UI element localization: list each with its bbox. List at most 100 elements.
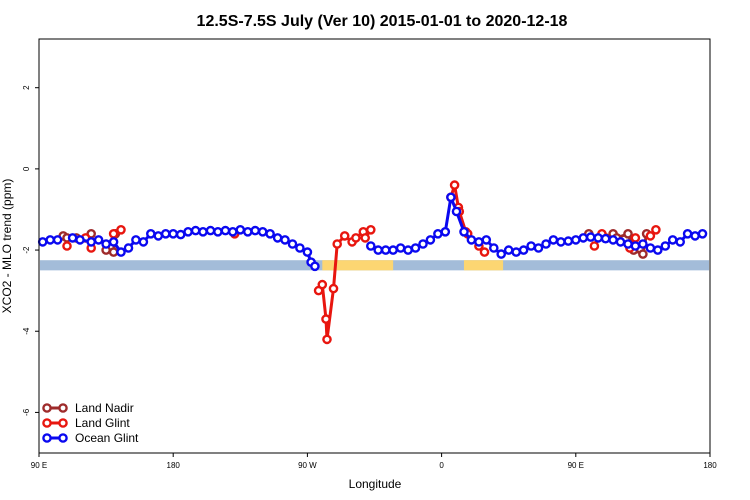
legend-item: Land Nadir (42, 401, 134, 415)
data-point (45, 235, 56, 245)
data-point (108, 228, 119, 239)
data-point (295, 243, 305, 253)
chart-title: 12.5S-7.5S July (Ver 10) 2015-01-01 to 2… (197, 13, 568, 30)
data-point (190, 225, 201, 236)
data-point (52, 235, 63, 245)
y-tick-label: 2 (22, 85, 31, 90)
data-point (395, 243, 406, 253)
y-tick-label: -6 (22, 408, 31, 416)
data-point (365, 241, 376, 251)
data-point (690, 231, 700, 241)
data-point (373, 245, 384, 255)
data-point (418, 239, 428, 249)
legend-marker (42, 403, 52, 413)
data-point (474, 237, 484, 247)
data-point (365, 224, 376, 235)
legend-label: Land Glint (75, 416, 130, 430)
legend-marker (58, 418, 68, 428)
data-point (322, 334, 332, 345)
series-ocean-glint (37, 192, 708, 272)
data-point (153, 231, 164, 241)
data-point (175, 229, 186, 240)
y-tick-label: -4 (22, 327, 31, 335)
data-point (667, 235, 678, 245)
data-point (332, 239, 343, 249)
data-point (280, 235, 290, 245)
data-point (250, 225, 260, 236)
data-point (585, 232, 596, 242)
plot-frame (38, 38, 711, 454)
data-point (380, 245, 391, 255)
legend-label: Ocean Glint (75, 431, 139, 445)
y-tick-label: -2 (22, 246, 31, 254)
y-axis-label: XCO2 - MLO trend (ppm) (0, 179, 14, 314)
data-point (138, 237, 149, 247)
data-point (653, 245, 663, 255)
data-point (321, 314, 331, 324)
data-point (638, 239, 648, 249)
data-point (589, 241, 600, 251)
data-point (630, 233, 641, 243)
data-point (446, 192, 456, 203)
data-point (220, 225, 231, 236)
data-point (287, 239, 298, 249)
data-point (518, 245, 529, 255)
data-point (93, 235, 104, 245)
data-point (183, 226, 193, 237)
plot-area (37, 180, 709, 345)
data-point (608, 235, 618, 245)
data-point (541, 239, 551, 249)
data-point (272, 233, 283, 243)
data-point (242, 226, 253, 237)
y-tick-label: 0 (22, 166, 31, 171)
data-point (425, 235, 436, 245)
data-point (116, 247, 126, 257)
data-point (108, 247, 119, 257)
legend-marker (42, 418, 52, 428)
x-axis: 90 E 180 90 W 0 90 E 180 (31, 453, 717, 470)
data-point (86, 237, 96, 247)
data-point (645, 231, 656, 241)
data-point (205, 225, 216, 236)
legend-item: Ocean Glint (42, 431, 139, 445)
legend-marker (58, 403, 68, 413)
data-point (131, 235, 141, 245)
data-point (548, 235, 559, 245)
legend-marker (42, 433, 52, 443)
data-point (638, 249, 648, 259)
data-point (449, 180, 460, 190)
data-point (651, 224, 661, 235)
data-point (37, 237, 48, 247)
data-point (481, 235, 492, 245)
data-point (630, 241, 641, 251)
data-point (388, 245, 398, 255)
data-point (526, 241, 536, 251)
data-point (488, 243, 499, 253)
data-point (310, 261, 320, 272)
data-point (360, 233, 371, 243)
data-point (145, 228, 156, 239)
data-point (116, 224, 126, 235)
x-tick-label: 90 E (568, 461, 584, 470)
x-axis-label: Longitude (349, 477, 402, 491)
x-tick-label: 90 E (31, 461, 47, 470)
data-point (213, 226, 223, 237)
y-axis: 2 0 -2 -4 -6 (22, 85, 39, 416)
data-point (593, 233, 604, 243)
land-surface-span (463, 260, 504, 271)
data-point (339, 231, 350, 241)
legend-label: Land Nadir (75, 401, 134, 415)
data-point (466, 235, 477, 245)
data-point (101, 239, 111, 249)
data-point (623, 228, 633, 239)
data-point (660, 241, 671, 251)
data-point (600, 233, 611, 244)
data-point (503, 245, 514, 255)
data-point (160, 228, 171, 239)
data-point (235, 224, 246, 235)
data-point (496, 249, 507, 259)
data-point (227, 226, 238, 237)
data-point (410, 243, 421, 253)
